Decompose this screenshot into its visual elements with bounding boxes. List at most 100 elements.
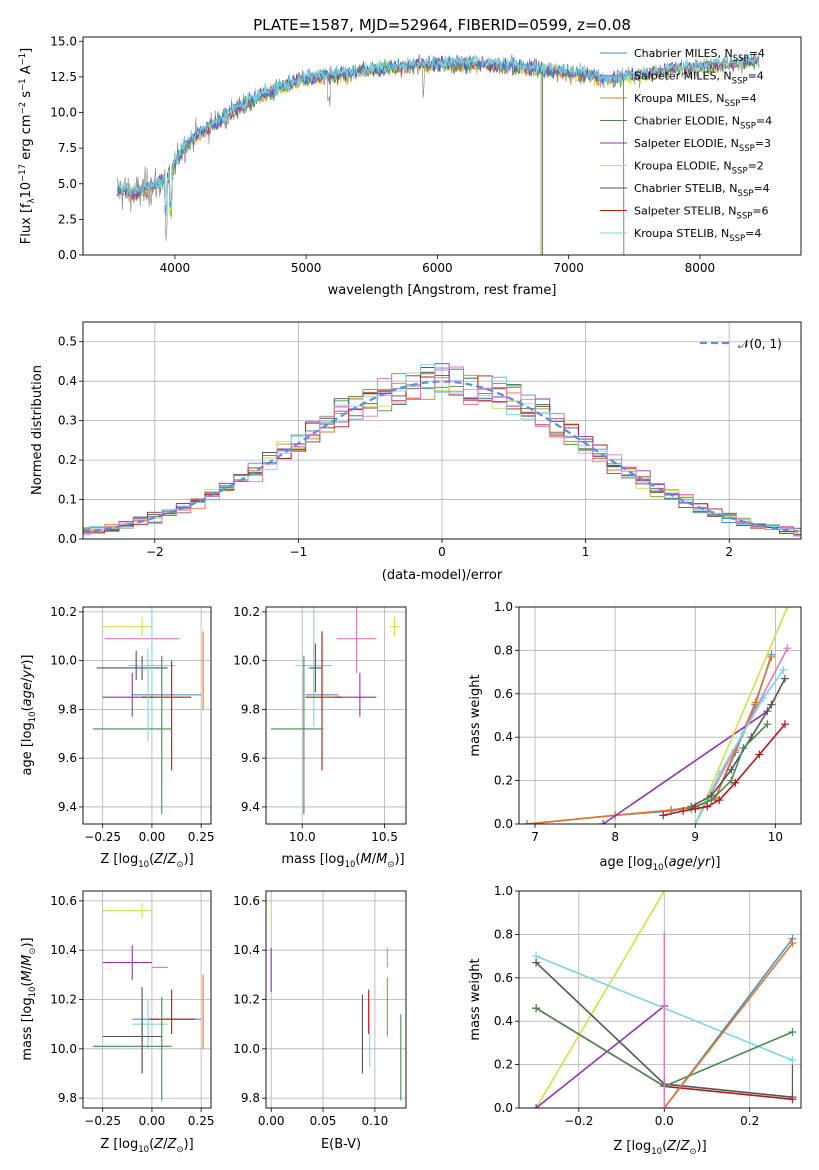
y-tick-label: 0.0	[494, 817, 513, 831]
y-tick-label: 9.6	[58, 751, 77, 765]
legend-label: Kroupa STELIB, NSSP=4	[634, 227, 761, 244]
x-tick-label: −0.2	[564, 1114, 593, 1128]
x-tick-label: −2	[146, 545, 164, 559]
error-bar	[102, 903, 152, 919]
legend: 𝒩(0, 1)	[700, 337, 782, 351]
x-tick-label: 5000	[291, 261, 322, 275]
x-tick-label: 7	[531, 830, 539, 844]
x-tick-label: 0.25	[188, 830, 215, 844]
x-axis-label: age [log10(age/yr)]	[600, 855, 721, 873]
x-axis-label: E(B-V)	[321, 1137, 361, 1152]
y-tick-label: 10.0	[233, 1042, 260, 1056]
axes-frame	[518, 890, 802, 1109]
x-tick-label: 0.25	[188, 1114, 215, 1128]
y-tick-label: 5.0	[58, 177, 77, 191]
x-axis-label: (data-model)/error	[382, 568, 503, 583]
x-tick-label: 0.00	[258, 1114, 285, 1128]
series	[691, 607, 792, 824]
model-spectrum	[116, 56, 625, 255]
legend-label: Salpeter ELODIE, NSSP=3	[634, 137, 771, 154]
y-axis-label: Flux [fλ10−17 erg cm−2 s−1 A−1]	[18, 48, 37, 244]
y-tick-label: 0.5	[58, 335, 77, 349]
y-tick-label: 0.4	[494, 730, 513, 744]
legend-label: 𝒩(0, 1)	[738, 337, 782, 351]
error-bar	[102, 945, 152, 980]
mass-vs-metallicity-panel: −0.25 0.00 0.25 9.8 10.0 10.2 10.4 10.6 Z [log10…	[20, 890, 215, 1155]
legend-label: Kroupa ELODIE, NSSP=2	[634, 160, 764, 177]
legend-label: Salpeter MILES, NSSP=4	[634, 70, 764, 87]
y-tick-label: 0.0	[494, 1101, 513, 1115]
legend: Chabrier MILES, NSSP=4 Salpeter MILES, NS…	[600, 47, 772, 244]
y-tick-label: 10.2	[50, 605, 77, 619]
mass-weight-vs-metallicity-panel: −0.2 0.0 0.2 0.0 0.2 0.4 0.6 0.8 1.0 mass weight Z…	[468, 884, 802, 1157]
grid-lines	[519, 890, 801, 1109]
x-tick-label: 0.10	[362, 1114, 389, 1128]
error-bar	[96, 655, 168, 681]
grid-lines	[266, 891, 406, 1108]
grid-lines	[83, 891, 211, 1108]
y-tick-label: 10.4	[50, 943, 77, 957]
x-tick-label: −0.25	[84, 1114, 121, 1128]
y-axis-label: mass weight	[468, 958, 483, 1040]
x-tick-label: −1	[290, 545, 308, 559]
x-tick-label: 1	[582, 545, 590, 559]
series	[660, 939, 797, 1108]
y-tick-label: 10.0	[50, 1042, 77, 1056]
y-tick-label: 9.4	[241, 800, 260, 814]
y-tick-label: 9.8	[241, 702, 260, 716]
y-tick-label: 10.6	[50, 894, 77, 908]
x-tick-label: 6000	[422, 261, 453, 275]
y-tick-label: 0.8	[494, 643, 513, 657]
y-tick-label: 1.0	[494, 600, 513, 614]
y-tick-label: 0.2	[494, 774, 513, 788]
legend-item: Chabrier ELODIE, NSSP=4	[600, 115, 772, 132]
series	[691, 665, 788, 824]
age-vs-mass-panel: 10.0 10.5 9.4 9.6 9.8 10.0 10.2 mass [log10(M/M…	[233, 605, 407, 870]
y-tick-label: 0.4	[58, 374, 77, 388]
error-bar	[142, 660, 192, 771]
error-bar	[102, 999, 162, 1074]
x-tick-label: 7000	[553, 261, 584, 275]
x-tick-label: −0.25	[84, 830, 121, 844]
y-tick-label: 0.2	[58, 453, 77, 467]
gaussian-curve	[83, 380, 799, 534]
series	[660, 934, 797, 1108]
legend-item: Kroupa ELODIE, NSSP=2	[600, 160, 764, 177]
y-tick-label: 0.3	[58, 414, 77, 428]
x-tick-label: 0.05	[310, 1114, 337, 1128]
series-line	[526, 656, 773, 824]
mass-vs-extinction-panel: 0.00 0.05 0.10 9.8 10.0 10.2 10.4 10.6 E(B-V)	[233, 890, 407, 1152]
mass-weight-vs-age-panel: 7 8 9 10 0.0 0.2 0.4 0.6 0.8 1.0 mass weight age [l…	[468, 600, 802, 873]
axes-frame	[265, 890, 407, 1109]
error-bar	[336, 607, 377, 673]
x-tick-label: 0.2	[740, 1114, 759, 1128]
age-vs-metallicity-panel: −0.25 0.00 0.25 9.4 9.6 9.8 10.0 10.2 Z [log10(Z…	[20, 605, 215, 870]
y-tick-label: 0.0	[58, 532, 77, 546]
legend-label: Kroupa MILES, NSSP=4	[634, 92, 757, 109]
y-tick-label: 10.2	[50, 993, 77, 1007]
y-tick-label: 0.2	[494, 1058, 513, 1072]
y-tick-label: 0.1	[58, 493, 77, 507]
x-tick-label: 0	[438, 545, 446, 559]
legend-label: Salpeter STELIB, NSSP=6	[634, 205, 769, 222]
legend-item: Salpeter MILES, NSSP=4	[600, 70, 764, 87]
series-line	[535, 1005, 665, 1108]
y-tick-label: 10.0	[50, 106, 77, 120]
x-tick-label: 0.0	[655, 1114, 674, 1128]
y-tick-label: 0.4	[494, 1014, 513, 1028]
legend-label: Chabrier MILES, NSSP=4	[634, 47, 765, 64]
error-bars	[92, 903, 204, 1101]
error-bars	[270, 607, 400, 815]
y-tick-label: 15.0	[50, 34, 77, 48]
axes-frame	[82, 321, 802, 540]
axes-frame	[265, 606, 407, 825]
series-line	[526, 654, 773, 824]
axes-frame	[82, 890, 212, 1109]
error-bar	[308, 643, 322, 693]
error-bar	[128, 607, 176, 727]
error-bar	[147, 989, 196, 1035]
error-bar	[102, 616, 152, 637]
legend-item: Chabrier MILES, NSSP=4	[600, 47, 765, 64]
grid-lines	[266, 607, 406, 824]
